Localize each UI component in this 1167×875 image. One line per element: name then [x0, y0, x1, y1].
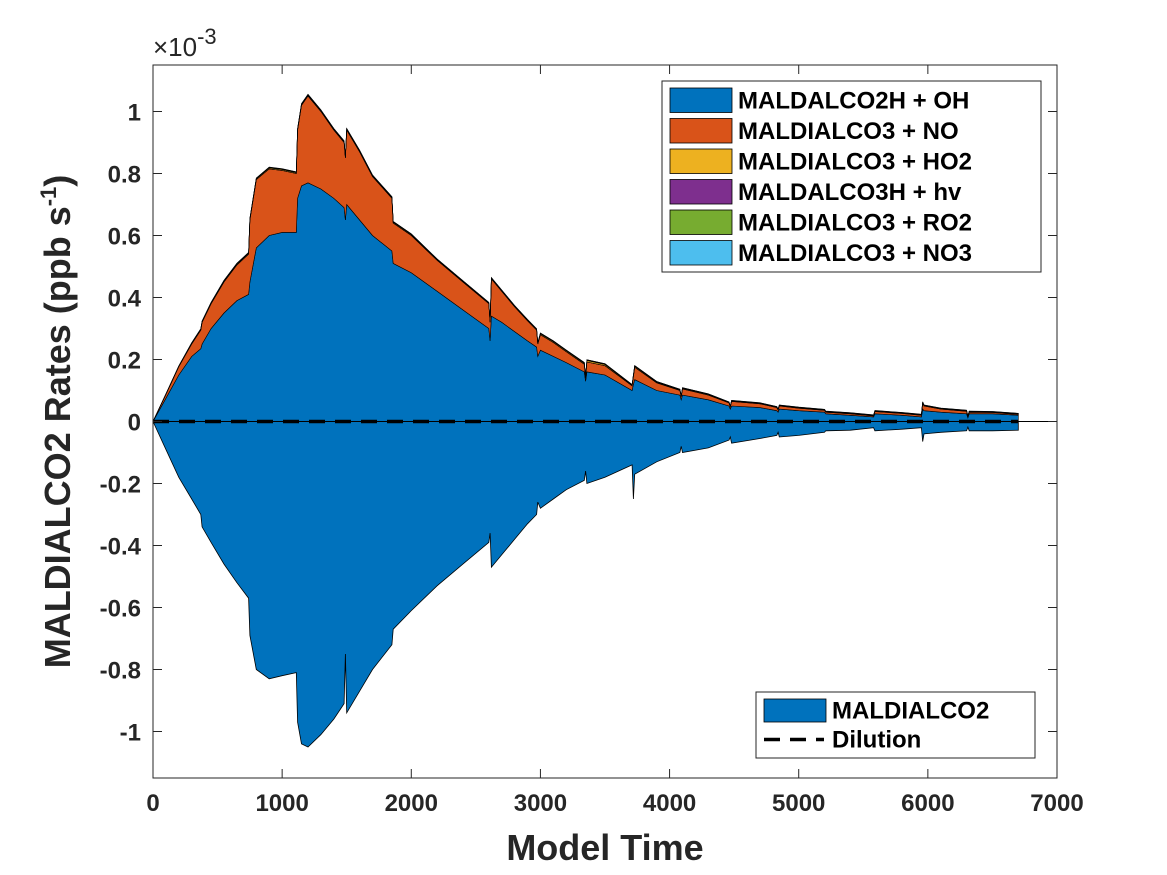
legend-swatch-maldalco3h-hv [669, 179, 733, 205]
x-tick-label: 5000 [772, 790, 825, 817]
y-axis-title-superscript: -1 [36, 187, 61, 207]
legend-swatch-maldialco3-no3 [669, 240, 733, 266]
legend-swatch-maldialco2 [763, 698, 827, 723]
x-tick-label: 0 [146, 790, 159, 817]
x-tick-label: 4000 [643, 790, 696, 817]
legend-swatch-maldialco3-ro2 [669, 209, 733, 235]
y-axis-title-close: ) [37, 175, 78, 187]
legend-label-dilution: Dilution [832, 727, 921, 754]
y-tick-label: -0.6 [100, 596, 141, 623]
y-axis-multiplier: ×10-3 [153, 24, 217, 62]
y-tick-label: -1 [120, 720, 141, 747]
x-tick-label: 6000 [901, 790, 954, 817]
legend-label-maldialco3-ro2: MALDIALCO3 + RO2 [738, 209, 972, 236]
x-axis: 0 1000 2000 3000 4000 5000 6000 7000 [146, 65, 1084, 817]
legend-label-maldalco3h-hv: MALDALCO3H + hv [738, 179, 962, 206]
x-tick-label: 7000 [1030, 790, 1083, 817]
legend-label-maldialco3-no3: MALDIALCO3 + NO3 [738, 240, 972, 267]
y-tick-label: 0.2 [108, 348, 141, 375]
legend-label-maldialco3-ho2: MALDIALCO3 + HO2 [738, 148, 972, 175]
x-axis-title: Model Time [506, 827, 703, 868]
legend-label-maldialco3-no: MALDIALCO3 + NO [738, 118, 959, 145]
x-tick-label: 3000 [514, 790, 567, 817]
area-maldialco3-no3 [152, 93, 1019, 422]
y-tick-label: 0.4 [108, 286, 142, 313]
y-tick-label: 0.6 [108, 224, 141, 251]
y-tick-label: 0 [128, 410, 141, 437]
legend-swatch-maldalco2h-oh [669, 87, 733, 113]
legend-production: MALDALCO2H + OH MALDIALCO3 + NO MALDIALCO3… [661, 80, 1042, 273]
y-tick-label: -0.2 [100, 472, 141, 499]
legend-swatch-maldialco3-ho2 [669, 148, 733, 174]
legend-swatch-maldialco3-no [669, 118, 733, 144]
y-axis: -1 -0.8 -0.6 -0.4 -0.2 0 0.2 0.4 0.6 0.8 1 [100, 100, 1057, 747]
stacked-areas [152, 93, 1019, 748]
legend-label-maldialco2: MALDIALCO2 [832, 698, 989, 725]
x-tick-label: 1000 [255, 790, 308, 817]
legend-label-maldalco2h-oh: MALDALCO2H + OH [738, 87, 969, 114]
x-tick-label: 2000 [385, 790, 438, 817]
y-tick-label: 1 [128, 100, 141, 127]
y-axis-multiplier-exponent: -3 [197, 24, 217, 49]
y-axis-title-main: MALDIALCO2 Rates (ppb s [37, 206, 78, 668]
y-tick-label: -0.8 [100, 658, 141, 685]
y-axis-multiplier-base: ×10 [153, 32, 197, 62]
y-axis-title: MALDIALCO2 Rates (ppb s-1) [36, 175, 78, 669]
y-tick-label: 0.8 [108, 162, 141, 189]
y-tick-label: -0.4 [100, 534, 142, 561]
